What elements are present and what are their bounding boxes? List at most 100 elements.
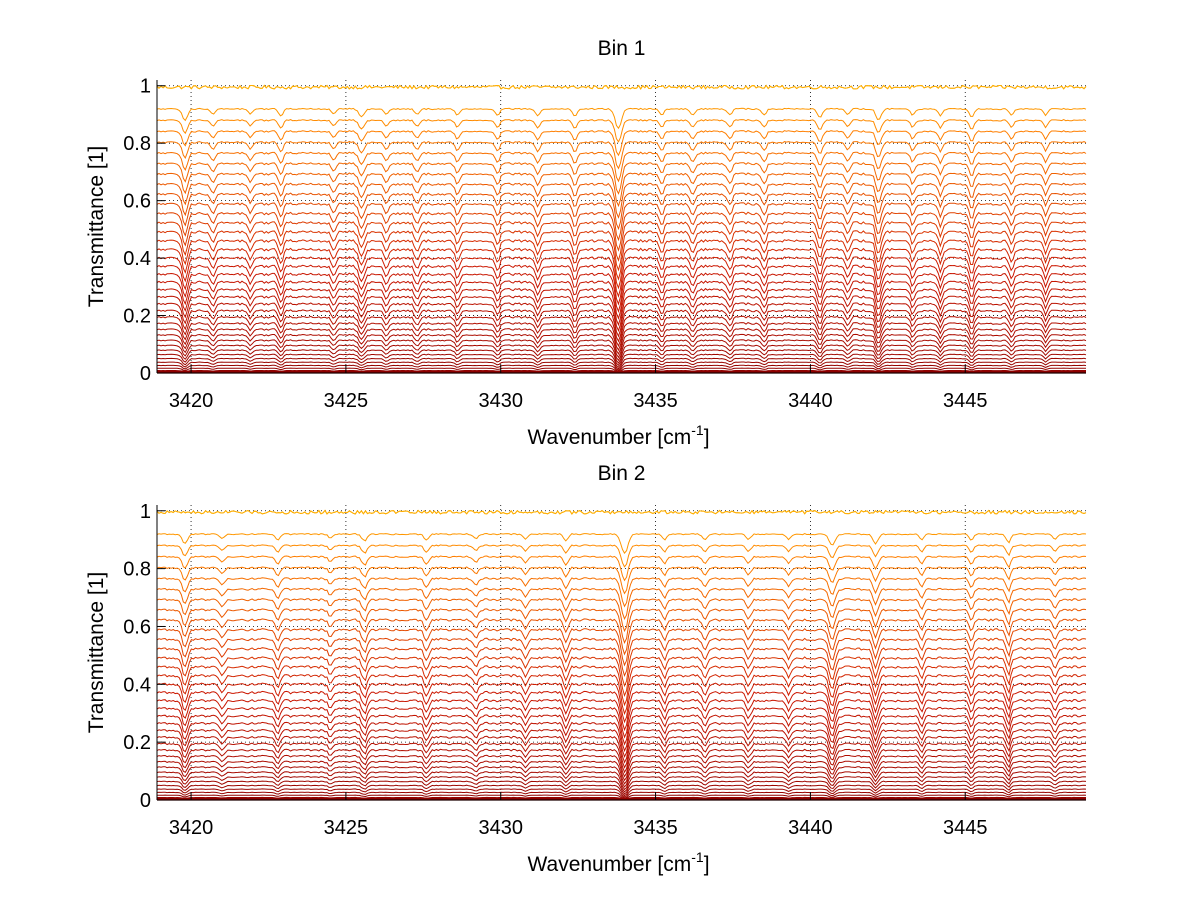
y-tick-label: 0.8 <box>123 133 151 155</box>
spectrum-curve <box>156 637 1087 678</box>
spectrum-curve <box>156 791 1087 799</box>
spectrum-curve <box>156 287 1087 327</box>
x-tick-labels: 3420 3425 3430 3435 3440 3445 <box>169 792 988 839</box>
x-tick-label: 3440 <box>788 817 833 839</box>
spectrum-curve <box>156 618 1087 656</box>
x-tick-label: 3425 <box>324 390 369 412</box>
spectrum-curve <box>156 598 1087 633</box>
spectrum-curve <box>156 794 1087 800</box>
spectrum-curve <box>156 532 1087 554</box>
spectrum-curve <box>156 247 1087 290</box>
spectrum-curve <box>156 107 1087 130</box>
series-curves <box>156 509 1087 801</box>
spectrum-curve <box>156 742 1087 774</box>
x-tick-label: 3430 <box>478 390 523 412</box>
x-tick-label: 3440 <box>788 390 833 412</box>
spectrum-curve <box>156 673 1087 716</box>
x-tick-label: 3445 <box>943 817 988 839</box>
spectrum-curve <box>156 587 1087 621</box>
y-tick-label: 0.4 <box>123 674 151 696</box>
x-tick-label: 3435 <box>633 390 678 412</box>
spectrum-curve <box>156 647 1087 688</box>
y-axis-label: Transmittance [1] <box>85 572 108 733</box>
y-tick-label: 1 <box>140 76 151 98</box>
x-axis-label-superscript: -1 <box>691 849 704 865</box>
spectrum-curve <box>156 776 1087 793</box>
spectrum-curve <box>156 771 1087 791</box>
spectrum-curve <box>156 280 1087 320</box>
spectrum-curve <box>156 748 1087 778</box>
spectrum-curve <box>156 555 1087 582</box>
spectrum-curve <box>156 211 1087 252</box>
spectrum-curve <box>156 566 1087 595</box>
y-tick-label: 0.2 <box>123 732 151 754</box>
spectrum-curve <box>156 192 1087 231</box>
y-tick-label: 0.4 <box>123 248 151 270</box>
x-axis-label-end: ] <box>704 853 710 876</box>
spectrum-curve <box>156 735 1087 769</box>
y-tick-label: 0.8 <box>123 559 151 581</box>
spectrum-curve <box>156 706 1087 746</box>
spectrum-curve <box>156 339 1087 362</box>
spectrum-curve <box>156 344 1087 364</box>
spectrum-curve <box>156 714 1087 753</box>
spectrum-curve <box>156 309 1087 343</box>
spectrum-curve <box>156 220 1087 262</box>
x-tick-label: 3420 <box>169 817 214 839</box>
spectrum-curve <box>156 357 1087 370</box>
spectrum-curve <box>156 162 1087 195</box>
spectrum-curve <box>156 295 1087 333</box>
spectrum-curve <box>156 682 1087 724</box>
spectrum-curve <box>156 238 1087 281</box>
spectrum-curve <box>156 544 1087 568</box>
y-tick-label: 0.6 <box>123 191 151 213</box>
spectrum-curve <box>156 509 1087 515</box>
spectrum-curve <box>156 272 1087 313</box>
x-axis-label-text: Wavenumber [cm <box>527 426 691 449</box>
x-axis-label-text: Wavenumber [cm <box>527 853 691 876</box>
spectrum-curve <box>156 182 1087 219</box>
spectrum-curve <box>156 119 1087 143</box>
x-tick-label: 3425 <box>324 817 369 839</box>
y-tick-labels: 0 0.2 0.4 0.6 0.8 1 <box>123 501 165 812</box>
spectrum-curve <box>156 361 1087 371</box>
spectrum-curve <box>156 367 1087 373</box>
x-tick-label: 3430 <box>478 817 523 839</box>
spectrum-curve <box>156 151 1087 183</box>
spectrum-curve <box>156 353 1087 368</box>
y-tick-labels: 0 0.2 0.4 0.6 0.8 1 <box>123 76 165 385</box>
spectrum-curve <box>156 130 1087 157</box>
y-tick-label: 0 <box>140 363 151 385</box>
x-axis-label-superscript: -1 <box>691 422 704 438</box>
spectrum-curve <box>156 780 1087 795</box>
spectrum-curve <box>156 628 1087 667</box>
spectrum-curve <box>156 327 1087 356</box>
spectrum-curve <box>156 788 1087 798</box>
x-tick-label: 3445 <box>943 390 988 412</box>
spectrum-curve <box>156 349 1087 366</box>
y-tick-label: 1 <box>140 501 151 523</box>
spectrum-curve <box>156 364 1087 372</box>
chart-title: Bin 2 <box>598 462 646 485</box>
series-curves <box>156 84 1087 374</box>
spectrum-curve <box>156 608 1087 645</box>
chart-panel-2: 3420 3425 3430 3435 3440 3445 0 0.2 0.4 0.6 0.8 1 Bi… <box>85 462 1087 876</box>
spectrum-curve <box>156 230 1087 272</box>
spectrum-curve <box>156 302 1087 338</box>
spectrum-curve <box>156 656 1087 698</box>
spectrum-curve <box>156 315 1087 348</box>
spectrum-curve <box>156 760 1087 785</box>
y-tick-label: 0 <box>140 790 151 812</box>
chart-panel-1: 3420 3425 3430 3435 3440 3445 0 0.2 0.4 0.6 0.8 1 Bi… <box>85 37 1087 449</box>
x-axis-label: Wavenumber [cm-1] <box>527 422 709 449</box>
spectrum-curve <box>156 577 1087 608</box>
y-axis-label: Transmittance [1] <box>85 146 108 307</box>
spectrum-curve <box>156 140 1087 170</box>
spectrum-curve <box>156 698 1087 739</box>
spectrum-curve <box>156 784 1087 797</box>
y-tick-label: 0.2 <box>123 306 151 328</box>
spectrum-curve <box>156 84 1087 90</box>
x-tick-label: 3420 <box>169 390 214 412</box>
spectrum-curve <box>156 172 1087 208</box>
